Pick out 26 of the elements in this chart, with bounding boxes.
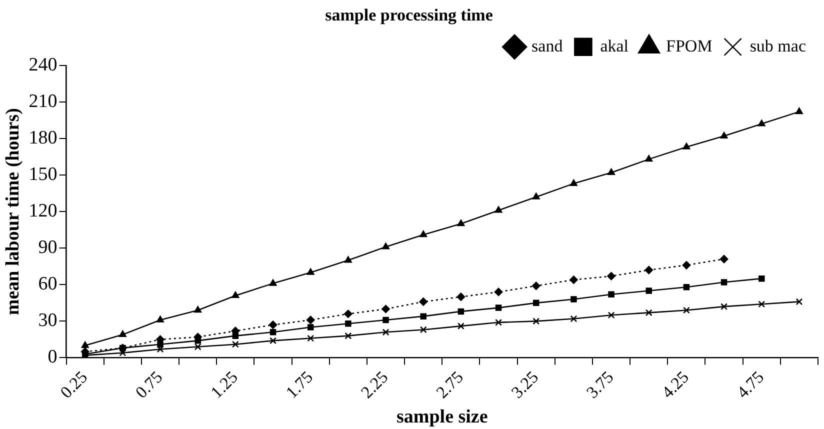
x-axis-title: sample size xyxy=(396,406,488,428)
x-tick-label: 4.75 xyxy=(733,368,768,402)
x-tick-label: 0.75 xyxy=(132,368,166,402)
x-tick-label: 3.75 xyxy=(582,368,618,402)
x-tick-label: 1.25 xyxy=(206,368,242,402)
y-tick-label: 120 xyxy=(28,200,58,222)
x-tick-label: 0.25 xyxy=(56,368,92,402)
x-tick-label: 2.25 xyxy=(357,368,392,402)
y-axis-title: mean labour time (hours) xyxy=(2,108,24,316)
legend-label: FPOM xyxy=(666,36,712,56)
y-tick-label: 240 xyxy=(28,54,58,76)
legend-label: sand xyxy=(532,36,564,56)
y-tick-label: 0 xyxy=(48,346,58,368)
x-tick-label: 3.25 xyxy=(508,368,542,402)
y-tick-label: 210 xyxy=(28,90,58,112)
y-tick-label: 60 xyxy=(38,274,58,295)
y-tick-label: 90 xyxy=(38,237,58,258)
legend-label: sub mac xyxy=(750,36,806,56)
legend-label: akal xyxy=(600,36,629,56)
y-tick-label: 30 xyxy=(38,310,58,332)
x-tick-label: 2.75 xyxy=(432,368,467,402)
x-tick-label: 4.25 xyxy=(658,368,692,402)
x-tick-label: 1.75 xyxy=(282,368,317,402)
chart-title: sample processing time xyxy=(325,6,494,25)
y-tick-label: 150 xyxy=(28,164,58,186)
y-tick-label: 180 xyxy=(28,127,58,148)
